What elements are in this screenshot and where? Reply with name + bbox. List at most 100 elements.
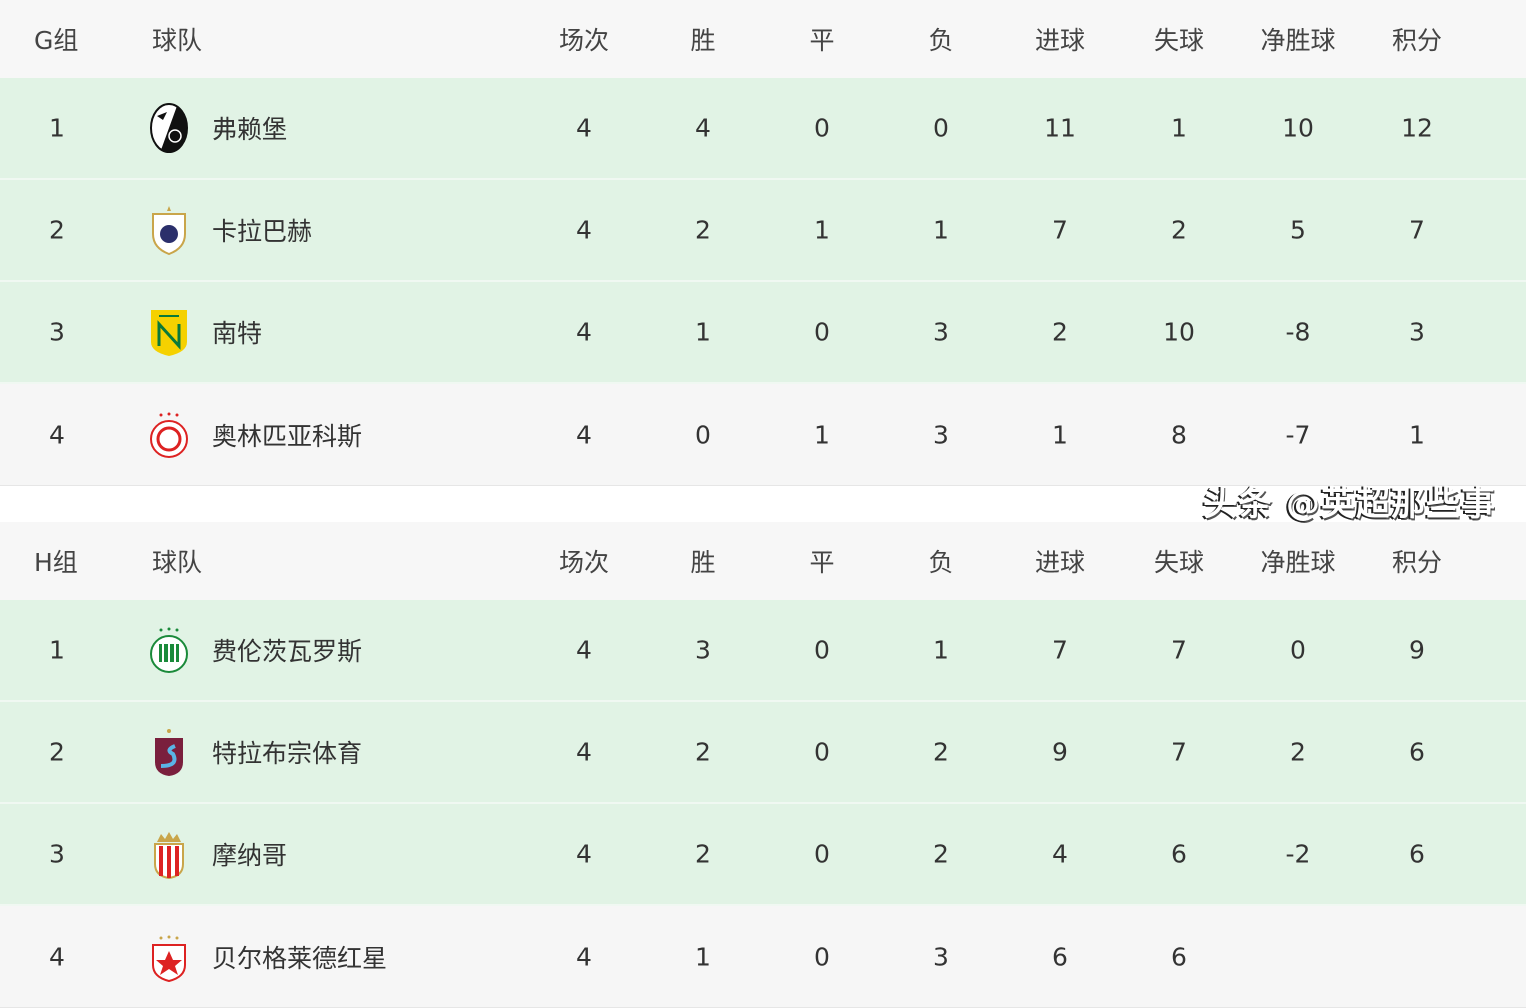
table-row[interactable]: 2 卡拉巴赫 4 2 1 1 7 2 5 7	[0, 180, 1526, 282]
stat-value: 4	[576, 420, 592, 449]
stat-value: 0	[814, 635, 830, 665]
stat-value: -8	[1285, 317, 1311, 347]
stat-value: 0	[814, 113, 830, 143]
column-header: 平	[809, 26, 835, 55]
column-header: 净胜球	[1260, 548, 1336, 577]
stat-value: 1	[1409, 420, 1425, 449]
freiburg-crest-icon	[149, 102, 189, 154]
stat-value: 2	[933, 839, 949, 869]
stat-value: 11	[1044, 113, 1076, 143]
column-header-team: 球队	[152, 26, 203, 55]
group-table: G组 球队 场次胜平负进球 失球 净胜球 积分 1 弗赖堡 4 4 0 0 11 1 10 12 2 卡…	[0, 0, 1526, 486]
stat-value: 2	[695, 839, 711, 869]
table-header: G组 球队 场次 胜 平 负 进球 失球 净胜球 积分	[0, 0, 1526, 78]
stat-value: 4	[576, 317, 592, 347]
stat-value: 2	[695, 737, 711, 767]
rank: 2	[49, 737, 65, 767]
table-row[interactable]: 3 摩纳哥 4 2 0 2 4 6 -2 6	[0, 804, 1526, 906]
table-row[interactable]: 4 贝尔格莱德红星 4 1 0 3 6 6	[0, 906, 1526, 1008]
column-header: 平	[809, 548, 835, 577]
stat-value: 0	[695, 420, 711, 449]
stat-value: 2	[695, 215, 711, 245]
column-header: 进球	[1034, 26, 1086, 55]
column-header: 进球	[1034, 548, 1086, 577]
column-header: 场次	[558, 26, 610, 55]
team-name[interactable]: 费伦茨瓦罗斯	[212, 637, 363, 666]
stat-value: 6	[1171, 942, 1187, 971]
column-header: 负	[928, 26, 954, 55]
stat-value: 2	[1290, 737, 1306, 767]
watermark: 头条 @英超那些事	[1203, 484, 1496, 524]
team-name[interactable]: 摩纳哥	[212, 841, 288, 870]
qarabag-crest-icon	[149, 204, 189, 256]
stat-value: 3	[933, 317, 949, 347]
stat-value: 4	[576, 839, 592, 869]
stat-value: 3	[1409, 317, 1425, 347]
team-name[interactable]: 贝尔格莱德红星	[212, 943, 388, 973]
rank: 4	[49, 942, 65, 971]
ferencvaros-crest-icon	[149, 624, 189, 676]
stat-value: 5	[1290, 215, 1306, 245]
stat-value: 0	[814, 942, 830, 971]
table-row[interactable]: 2 特拉布宗体育 4 2 0 2 9 7 2 6	[0, 702, 1526, 804]
stat-value: 1	[933, 635, 949, 665]
stat-value: 6	[1409, 737, 1425, 767]
stat-value: 10	[1282, 113, 1314, 143]
stat-value: 1	[814, 420, 830, 449]
table-row[interactable]: 1 弗赖堡 4 4 0 0 11 1 10 12	[0, 78, 1526, 180]
rank: 2	[49, 215, 65, 245]
red-star-crest-icon	[149, 931, 189, 983]
stat-value: 4	[1052, 839, 1068, 869]
group-table: H组 球队 场次 胜 平 负 进球 失球 净胜球 积分 1 费伦茨瓦罗斯 4 3 0 1 7 7 0 9 2 特…	[0, 522, 1526, 1008]
team-name[interactable]: 特拉布宗体育	[212, 739, 363, 768]
stat-value: 2	[933, 737, 949, 767]
trabzonspor-crest-icon	[149, 726, 189, 778]
stat-value: 2	[1171, 215, 1187, 245]
column-header: 胜	[690, 26, 716, 55]
column-header: 净胜球	[1260, 26, 1336, 55]
group-label: H组	[34, 548, 78, 577]
column-header: 失球	[1153, 548, 1205, 577]
stat-value: 7	[1052, 635, 1068, 665]
table-row[interactable]: 3 南特 4 1 0 3 2 10 -8 3	[0, 282, 1526, 384]
olympiacos-crest-icon	[149, 409, 189, 461]
stat-value: 1	[695, 942, 711, 971]
stat-value: 4	[576, 113, 592, 143]
rank: 3	[49, 839, 65, 869]
stat-value: 6	[1052, 942, 1068, 971]
stat-value: 0	[933, 113, 949, 143]
stat-value: 7	[1171, 737, 1187, 767]
stat-value: 0	[814, 737, 830, 767]
stat-value: 4	[576, 635, 592, 665]
table-row[interactable]: 1 费伦茨瓦罗斯 4 3 0 1 7 7 0 9	[0, 600, 1526, 702]
stat-value: -7	[1285, 420, 1311, 449]
nantes-crest-icon	[149, 306, 189, 358]
stat-value: 4	[695, 113, 711, 143]
stat-value: 1	[1052, 420, 1068, 449]
stat-value: 9	[1409, 635, 1425, 665]
team-name[interactable]: 奥林匹亚科斯	[212, 421, 363, 451]
table-header: H组 球队 场次 胜 平 负 进球 失球 净胜球 积分	[0, 522, 1526, 600]
stat-value: 10	[1163, 317, 1195, 347]
rank: 4	[49, 420, 65, 449]
column-header: 积分	[1391, 26, 1443, 55]
team-name[interactable]: 卡拉巴赫	[212, 217, 313, 246]
team-name[interactable]: 南特	[212, 319, 263, 348]
team-name[interactable]: 弗赖堡	[212, 115, 288, 144]
stat-value: 0	[1290, 635, 1306, 665]
column-header-team: 球队	[152, 548, 203, 577]
table-row[interactable]: 4 奥林匹亚科斯 4 0 1 3 1 8 -7 1	[0, 384, 1526, 486]
stat-value: 1	[933, 215, 949, 245]
stat-value: 3	[695, 635, 711, 665]
stat-value: 4	[576, 737, 592, 767]
stat-value: 7	[1409, 215, 1425, 245]
stat-value: 8	[1171, 420, 1187, 449]
column-header: 场次	[558, 548, 610, 577]
column-header: 失球	[1153, 26, 1205, 55]
stat-value: -2	[1285, 839, 1311, 869]
monaco-crest-icon	[149, 828, 189, 880]
stat-value: 4	[576, 215, 592, 245]
stat-value: 3	[933, 942, 949, 971]
stat-value: 1	[1171, 113, 1187, 143]
stat-value: 6	[1171, 839, 1187, 869]
